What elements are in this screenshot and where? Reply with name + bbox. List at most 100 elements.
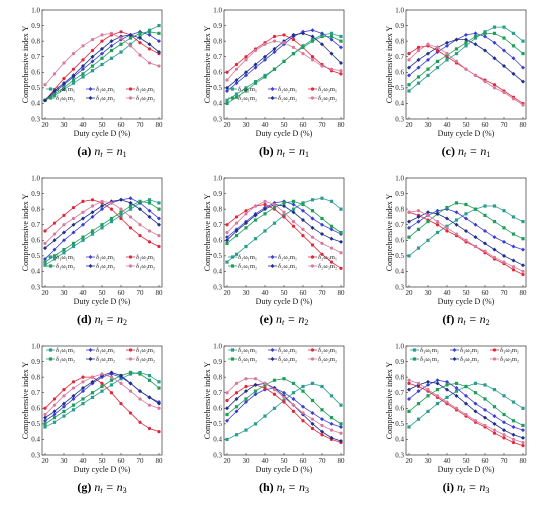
series-6 — [225, 377, 343, 435]
data-point — [109, 378, 114, 382]
data-point — [52, 254, 57, 258]
data-point — [339, 239, 343, 244]
data-point — [71, 222, 76, 227]
x-tick-label: 40 — [444, 289, 452, 297]
data-point — [225, 412, 229, 417]
data-point — [62, 213, 66, 217]
legend-marker — [452, 348, 457, 352]
data-point — [263, 207, 267, 212]
data-point — [521, 220, 525, 224]
data-point — [62, 404, 66, 409]
data-point — [464, 44, 468, 48]
data-point — [43, 415, 47, 420]
legend-label: δ₁ω₁m₂ — [56, 263, 75, 270]
data-point — [473, 244, 478, 249]
data-point — [90, 48, 95, 53]
data-point — [71, 396, 76, 401]
data-point — [310, 216, 315, 221]
data-point — [502, 428, 506, 433]
y-tick-label: 1.0 — [395, 342, 404, 350]
data-point — [291, 37, 296, 42]
legend-marker — [310, 357, 315, 361]
data-point — [464, 393, 468, 398]
data-point — [502, 253, 506, 258]
data-point — [225, 88, 229, 93]
data-point — [119, 197, 123, 202]
data-point — [445, 383, 449, 387]
data-point — [291, 207, 296, 211]
caption-part: t — [463, 318, 466, 327]
y-tick-label: 1.0 — [31, 174, 40, 182]
data-point — [407, 409, 411, 413]
caption-part: n — [457, 312, 463, 326]
data-point — [339, 431, 343, 435]
data-point — [492, 431, 497, 435]
y-axis-label: Comprehensive index Y — [21, 194, 30, 272]
data-point — [263, 414, 267, 418]
data-point — [71, 78, 76, 82]
legend-label: δ₃ω₃m₁ — [500, 347, 519, 354]
legend-marker — [48, 348, 53, 352]
caption-part: = n — [103, 312, 123, 326]
data-point — [109, 48, 114, 53]
data-point — [511, 31, 516, 35]
panel-caption: (d) nt = n2 — [77, 312, 127, 327]
y-tick-label: 0.3 — [395, 283, 404, 291]
data-point — [454, 393, 459, 398]
caption-part: n — [94, 480, 100, 494]
data-point — [426, 73, 430, 77]
data-point — [71, 52, 76, 56]
data-point — [147, 403, 152, 407]
data-point — [90, 69, 95, 73]
y-tick-label: 0.8 — [395, 205, 404, 213]
data-point — [234, 405, 239, 409]
data-point — [310, 55, 315, 59]
data-point — [511, 268, 516, 272]
caption-part: 3 — [123, 486, 127, 495]
data-point — [521, 79, 525, 84]
data-point — [473, 391, 478, 395]
y-tick-label: 0.7 — [31, 221, 40, 229]
data-point — [407, 396, 411, 401]
legend-marker — [128, 348, 133, 352]
series-6 — [43, 372, 161, 417]
y-tick-label: 0.9 — [395, 190, 404, 198]
data-point — [416, 81, 421, 85]
data-point — [502, 260, 506, 264]
data-point — [282, 400, 286, 404]
data-point — [502, 64, 506, 69]
data-point — [511, 400, 516, 404]
data-point — [445, 43, 449, 48]
data-point — [483, 34, 487, 39]
data-point — [263, 381, 267, 385]
data-point — [426, 382, 430, 387]
y-tick-label: 0.4 — [395, 268, 404, 276]
data-point — [416, 209, 421, 213]
data-point — [435, 230, 440, 235]
series-4 — [407, 31, 525, 87]
data-point — [109, 31, 114, 35]
data-point — [157, 207, 161, 211]
data-point — [81, 44, 85, 48]
data-point — [52, 420, 57, 424]
data-point — [492, 235, 497, 240]
data-point — [339, 266, 343, 270]
data-point — [407, 235, 411, 239]
data-point — [244, 86, 248, 90]
y-axis-label: Comprehensive index Y — [203, 362, 212, 440]
legend-label: δ₁ω₁m₁ — [56, 254, 75, 261]
data-point — [329, 67, 334, 71]
x-tick-label: 50 — [281, 457, 289, 465]
data-point — [445, 395, 449, 399]
data-point — [90, 375, 95, 379]
y-axis-label: Comprehensive index Y — [203, 194, 212, 272]
data-point — [483, 204, 487, 208]
data-point — [310, 417, 315, 421]
data-point — [454, 218, 459, 222]
data-point — [301, 227, 305, 231]
panel-caption: (c) nt = n1 — [442, 144, 491, 159]
series-1 — [407, 25, 525, 93]
data-point — [52, 92, 57, 96]
data-point — [128, 207, 133, 211]
data-point — [310, 426, 315, 431]
